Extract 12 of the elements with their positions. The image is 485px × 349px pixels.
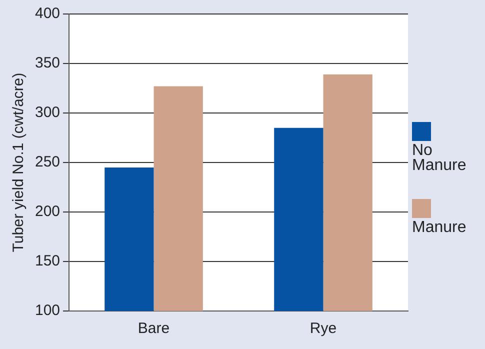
y-tick-label: 200 (34, 203, 60, 220)
y-tick-label: 300 (34, 104, 60, 122)
legend-label: No Manure (412, 142, 468, 174)
x-tick-label: Bare (138, 320, 170, 338)
x-tick-label: Rye (310, 320, 337, 338)
y-tick-label: 250 (34, 154, 60, 171)
y-tick-label: 400 (34, 5, 60, 22)
y-tick-label: 350 (34, 54, 60, 72)
legend-label: Manure (412, 219, 468, 236)
y-axis-title: Tuber yield No.1 (cwt/acre) (10, 72, 28, 252)
y-tick-label: 100 (34, 302, 60, 320)
y-tick-label: 150 (34, 252, 60, 270)
